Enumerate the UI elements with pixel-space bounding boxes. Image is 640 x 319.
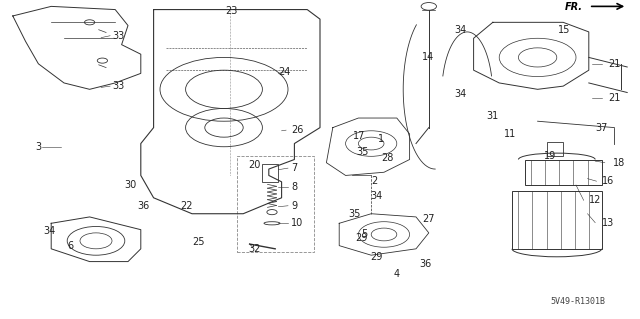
Text: 6: 6 xyxy=(67,241,74,251)
Text: 11: 11 xyxy=(504,129,516,139)
Text: 34: 34 xyxy=(454,89,467,99)
Text: 13: 13 xyxy=(602,218,614,228)
Text: 31: 31 xyxy=(486,111,499,122)
Text: 10: 10 xyxy=(291,218,303,228)
Bar xyxy=(547,142,563,156)
Text: 16: 16 xyxy=(602,176,614,186)
Text: 25: 25 xyxy=(192,237,205,248)
Text: 28: 28 xyxy=(381,153,393,163)
Text: 21: 21 xyxy=(608,93,620,103)
Text: 27: 27 xyxy=(422,213,435,224)
Text: 14: 14 xyxy=(422,52,435,63)
Text: 1: 1 xyxy=(378,134,384,145)
Text: 34: 34 xyxy=(454,25,467,35)
Text: FR.: FR. xyxy=(564,2,582,12)
Text: 5: 5 xyxy=(362,229,368,240)
Bar xyxy=(525,160,602,185)
Text: 12: 12 xyxy=(589,195,601,205)
Text: 8: 8 xyxy=(291,182,298,192)
Text: 9: 9 xyxy=(291,201,298,211)
Text: 35: 35 xyxy=(349,209,361,219)
Text: 20: 20 xyxy=(248,160,260,170)
Text: 3: 3 xyxy=(35,142,42,152)
Text: 29: 29 xyxy=(355,233,367,243)
Text: 29: 29 xyxy=(370,252,382,262)
Text: 19: 19 xyxy=(544,151,556,161)
Text: 17: 17 xyxy=(353,130,365,141)
Text: 15: 15 xyxy=(558,25,570,35)
Bar xyxy=(512,191,602,249)
Text: 33: 33 xyxy=(112,31,124,41)
Text: 37: 37 xyxy=(595,122,607,133)
Text: 26: 26 xyxy=(291,125,303,135)
Bar xyxy=(262,164,278,182)
Text: 34: 34 xyxy=(44,226,56,236)
Text: 36: 36 xyxy=(138,201,150,211)
Bar xyxy=(237,156,314,252)
Text: 34: 34 xyxy=(370,191,382,201)
Text: 24: 24 xyxy=(278,67,291,77)
Text: 23: 23 xyxy=(225,6,237,16)
Text: 36: 36 xyxy=(419,259,431,269)
Text: 21: 21 xyxy=(608,59,620,69)
Text: 32: 32 xyxy=(248,244,260,254)
Text: 5V49-R1301B: 5V49-R1301B xyxy=(550,297,605,306)
Text: 33: 33 xyxy=(112,81,124,91)
Text: 30: 30 xyxy=(125,180,137,190)
Text: 35: 35 xyxy=(356,147,368,158)
Text: 4: 4 xyxy=(394,269,400,279)
Text: 7: 7 xyxy=(291,163,298,173)
Text: 2: 2 xyxy=(371,176,378,186)
Text: 18: 18 xyxy=(613,158,625,168)
Text: 22: 22 xyxy=(180,201,193,211)
